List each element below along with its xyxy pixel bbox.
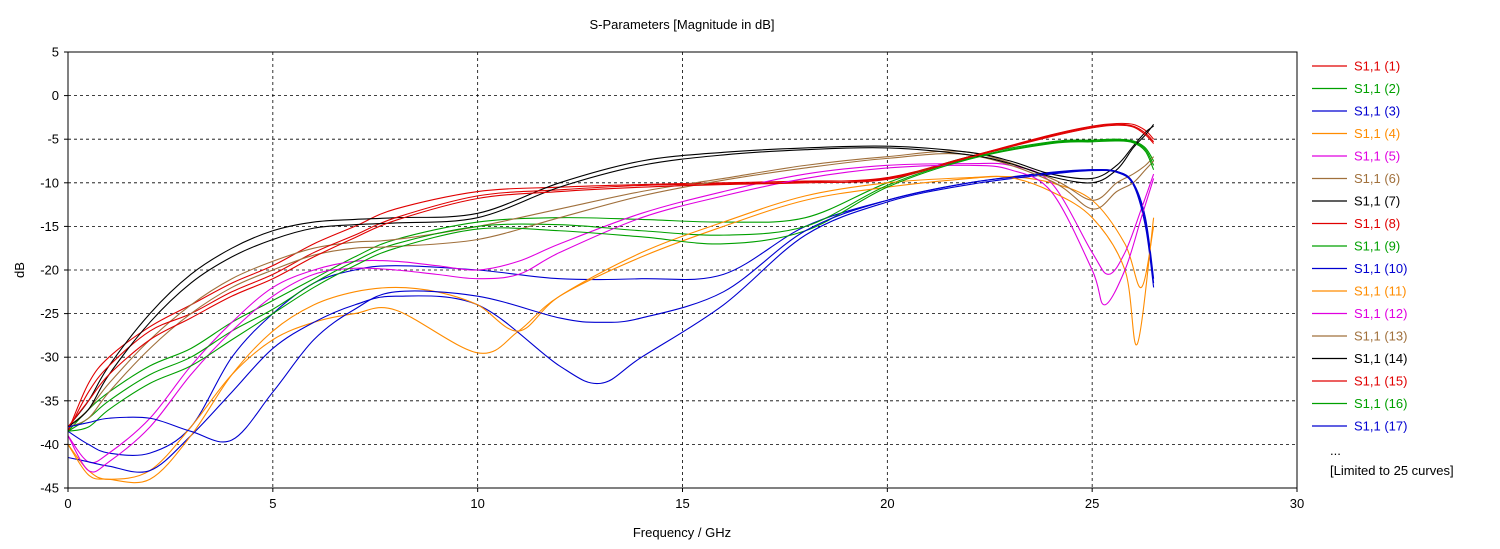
series-line-16 bbox=[68, 141, 1154, 431]
legend-label-5: S1,1 (5) bbox=[1354, 149, 1400, 164]
y-tick-label: -5 bbox=[47, 132, 59, 147]
legend-note: [Limited to 25 curves] bbox=[1330, 463, 1454, 478]
series-line-1 bbox=[68, 123, 1154, 431]
y-tick-label: -35 bbox=[40, 393, 59, 408]
legend-more: ... bbox=[1330, 443, 1341, 458]
y-tick-label: -45 bbox=[40, 481, 59, 496]
y-tick-label: -15 bbox=[40, 219, 59, 234]
x-axis-label: Frequency / GHz bbox=[633, 525, 731, 540]
legend: S1,1 (1) S1,1 (2) S1,1 (3) S1,1 (4) S1,1 (5)… bbox=[1312, 59, 1407, 434]
legend-label-17: S1,1 (17) bbox=[1354, 419, 1407, 434]
y-tick-label: -20 bbox=[40, 263, 59, 278]
x-tick-label: 30 bbox=[1290, 496, 1304, 511]
y-tick-label: -30 bbox=[40, 350, 59, 365]
legend-label-2: S1,1 (2) bbox=[1354, 81, 1400, 96]
chart-title: S-Parameters [Magnitude in dB] bbox=[590, 17, 775, 32]
legend-label-13: S1,1 (13) bbox=[1354, 329, 1407, 344]
series-line-11 bbox=[68, 176, 1154, 482]
grid bbox=[68, 52, 1297, 488]
series-line-15 bbox=[68, 125, 1154, 427]
legend-label-8: S1,1 (8) bbox=[1354, 216, 1400, 231]
y-axis-label: dB bbox=[12, 262, 27, 278]
series-line-7 bbox=[68, 126, 1154, 427]
y-tick-label: 5 bbox=[52, 45, 59, 60]
legend-label-1: S1,1 (1) bbox=[1354, 59, 1400, 74]
y-tick-label: -40 bbox=[40, 437, 59, 452]
series-line-14 bbox=[68, 124, 1154, 427]
legend-label-9: S1,1 (9) bbox=[1354, 239, 1400, 254]
series-line-13 bbox=[68, 154, 1154, 427]
legend-label-3: S1,1 (3) bbox=[1354, 104, 1400, 119]
series-line-10 bbox=[68, 170, 1154, 472]
x-tick-label: 25 bbox=[1085, 496, 1099, 511]
series-line-4 bbox=[68, 176, 1154, 479]
x-tick-label: 20 bbox=[880, 496, 894, 511]
legend-label-11: S1,1 (11) bbox=[1354, 284, 1407, 299]
series-line-9 bbox=[68, 140, 1154, 431]
series-line-5 bbox=[68, 163, 1154, 462]
legend-label-6: S1,1 (6) bbox=[1354, 171, 1400, 186]
series-line-6 bbox=[68, 151, 1154, 427]
series-line-8 bbox=[68, 124, 1154, 431]
legend-label-12: S1,1 (12) bbox=[1354, 306, 1407, 321]
legend-label-10: S1,1 (10) bbox=[1354, 261, 1407, 276]
x-tick-label: 10 bbox=[470, 496, 484, 511]
legend-label-14: S1,1 (14) bbox=[1354, 351, 1407, 366]
y-tick-label: 0 bbox=[52, 88, 59, 103]
series-line-12 bbox=[68, 165, 1154, 472]
y-tick-label: -10 bbox=[40, 175, 59, 190]
series-layer bbox=[68, 123, 1154, 482]
x-tick-label: 15 bbox=[675, 496, 689, 511]
y-tick-label: -25 bbox=[40, 306, 59, 321]
x-tick-label: 0 bbox=[64, 496, 71, 511]
legend-label-4: S1,1 (4) bbox=[1354, 126, 1400, 141]
legend-label-16: S1,1 (16) bbox=[1354, 396, 1407, 411]
legend-label-15: S1,1 (15) bbox=[1354, 374, 1407, 389]
series-line-3 bbox=[68, 170, 1154, 456]
x-tick-label: 5 bbox=[269, 496, 276, 511]
legend-label-7: S1,1 (7) bbox=[1354, 194, 1400, 209]
